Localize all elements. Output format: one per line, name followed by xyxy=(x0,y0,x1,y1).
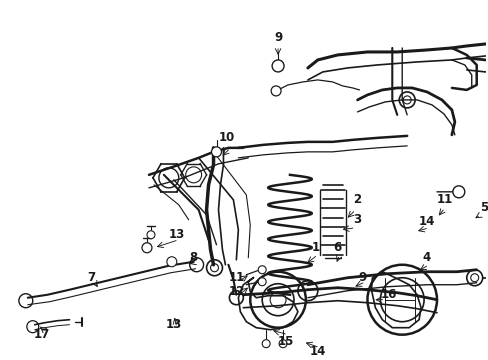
Circle shape xyxy=(166,257,177,267)
Text: 4: 4 xyxy=(422,251,430,264)
Circle shape xyxy=(258,266,265,274)
Circle shape xyxy=(271,60,284,72)
Text: 7: 7 xyxy=(87,271,95,284)
Text: 17: 17 xyxy=(34,328,50,341)
Text: 1: 1 xyxy=(311,241,319,254)
Text: 11: 11 xyxy=(228,271,244,284)
Text: 13: 13 xyxy=(168,228,184,241)
Circle shape xyxy=(142,243,152,253)
Circle shape xyxy=(258,278,265,286)
Text: 12: 12 xyxy=(228,285,244,298)
Text: 2: 2 xyxy=(353,193,361,206)
Text: 9: 9 xyxy=(358,271,366,284)
Text: 16: 16 xyxy=(380,288,397,301)
Circle shape xyxy=(270,86,281,96)
Text: 11: 11 xyxy=(436,193,452,206)
Text: 6: 6 xyxy=(333,241,341,254)
Circle shape xyxy=(279,340,286,348)
Text: 14: 14 xyxy=(309,345,325,358)
Text: 9: 9 xyxy=(273,31,282,45)
Text: 14: 14 xyxy=(418,215,434,228)
Text: 15: 15 xyxy=(277,335,294,348)
Text: 8: 8 xyxy=(189,251,197,264)
Circle shape xyxy=(147,231,155,239)
Circle shape xyxy=(211,147,221,157)
Text: 5: 5 xyxy=(480,201,488,214)
Circle shape xyxy=(262,340,269,348)
Circle shape xyxy=(452,186,464,198)
Text: 13: 13 xyxy=(165,318,182,331)
Text: 10: 10 xyxy=(218,131,234,144)
Text: 3: 3 xyxy=(353,213,361,226)
